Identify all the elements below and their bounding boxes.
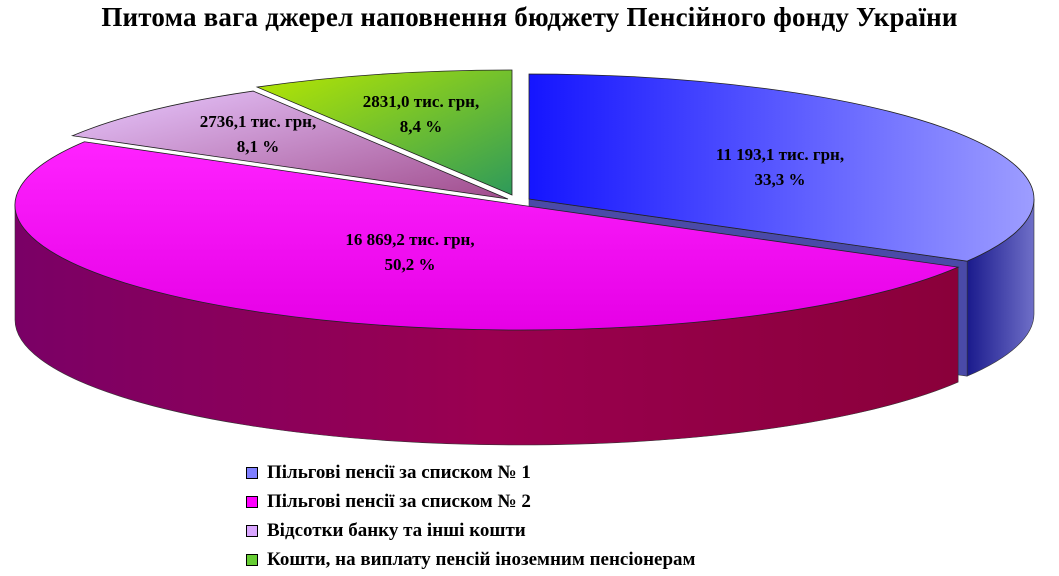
data-label-percent-1: 50,2 % (385, 255, 436, 274)
legend-swatch (246, 524, 258, 537)
chart-title: Питома вага джерел наповнення бюджету Пе… (101, 2, 958, 32)
slice-1 (14, 141, 960, 331)
slice-2 (70, 90, 509, 200)
legend-label: Відсотки банку та інші кошти (267, 519, 526, 541)
legend-label: Кошти, на виплату пенсій іноземним пенсі… (267, 548, 696, 570)
legend-swatch (246, 553, 258, 566)
data-label-percent-0: 33,3 % (755, 170, 806, 189)
pie-chart: 11 193,1 тис. грн, 33,3 % 16 869,2 тис. гр… (14, 69, 1035, 446)
legend-item-1: Пільгові пенсії за списком № 2 (246, 487, 696, 516)
legend-label: Пільгові пенсії за списком № 2 (267, 490, 531, 512)
legend-label: Пільгові пенсії за списком № 1 (267, 461, 531, 483)
data-label-value-3: 2831,0 тис. грн, (363, 92, 479, 111)
slice-0 (528, 73, 1035, 262)
legend-item-3: Кошти, на виплату пенсій іноземним пенсі… (246, 545, 696, 574)
data-label-value-0: 11 193,1 тис. грн, (716, 145, 844, 164)
data-label-value-1: 16 869,2 тис. грн, (345, 230, 474, 249)
legend-item-0: Пільгові пенсії за списком № 1 (246, 458, 696, 487)
legend: Пільгові пенсії за списком № 1 Пільгові п… (246, 458, 696, 574)
legend-swatch (246, 466, 258, 479)
data-label-value-2: 2736,1 тис. грн, (200, 112, 316, 131)
legend-swatch (246, 495, 258, 508)
legend-item-2: Відсотки банку та інші кошти (246, 516, 696, 545)
slice-3 (255, 69, 513, 196)
data-label-percent-2: 8,1 % (237, 137, 280, 156)
data-label-percent-3: 8,4 % (400, 117, 443, 136)
